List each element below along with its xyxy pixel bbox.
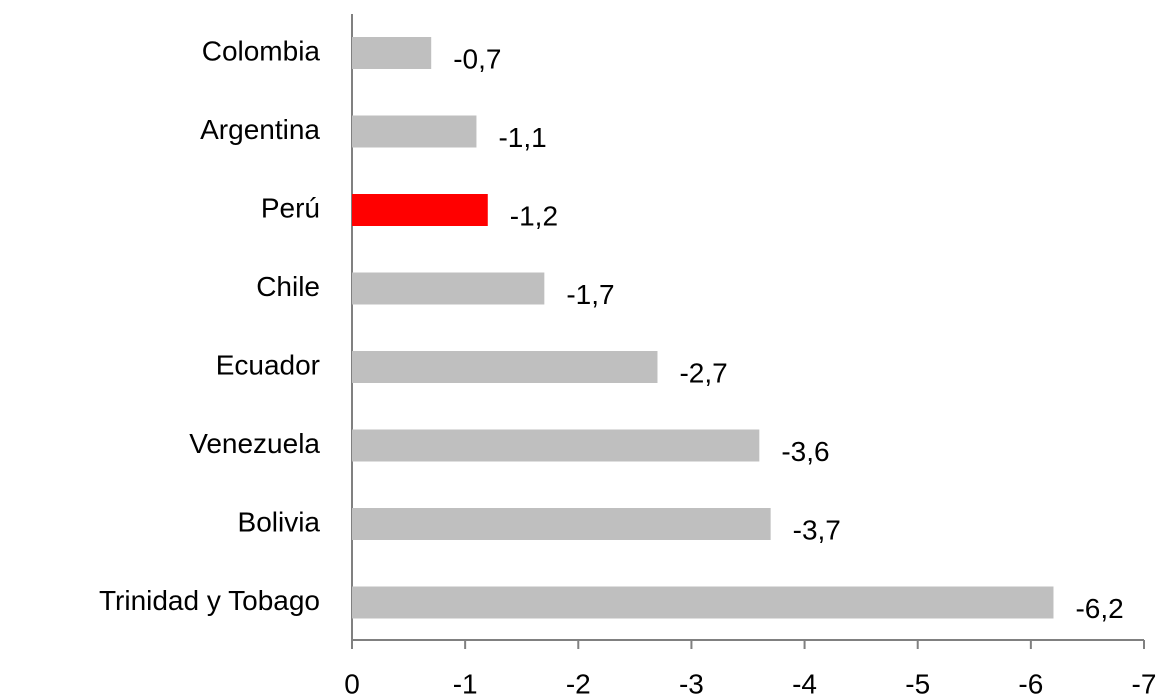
y-tick-label: Ecuador (216, 349, 320, 380)
value-label: -6,2 (1075, 593, 1123, 624)
value-label: -2,7 (679, 357, 727, 388)
x-tick-label: -2 (566, 668, 591, 699)
bar (352, 586, 1054, 619)
value-label: -0,7 (453, 43, 501, 74)
value-label: -1,1 (498, 122, 546, 153)
value-label: -1,7 (566, 279, 614, 310)
y-tick-label: Venezuela (189, 428, 320, 459)
y-tick-label: Chile (256, 271, 320, 302)
y-tick-label: Bolivia (238, 506, 321, 537)
bar (352, 115, 477, 148)
y-tick-label: Trinidad y Tobago (99, 585, 320, 616)
x-tick-label: -5 (905, 668, 930, 699)
y-tick-label: Perú (261, 192, 320, 223)
x-tick-label: 0 (344, 668, 360, 699)
bar (352, 508, 771, 540)
bar (352, 37, 432, 69)
y-tick-label: Argentina (200, 114, 320, 145)
x-tick-label: -6 (1018, 668, 1043, 699)
x-tick-label: -3 (679, 668, 704, 699)
value-label: -3,7 (793, 514, 841, 545)
x-tick-label: -7 (1132, 668, 1157, 699)
x-tick-label: -4 (792, 668, 817, 699)
y-tick-label: Colombia (202, 35, 321, 66)
bar (352, 351, 658, 383)
value-label: -3,6 (781, 436, 829, 467)
value-label: -1,2 (510, 200, 558, 231)
bar (352, 272, 545, 305)
x-tick-label: -1 (453, 668, 478, 699)
bar (352, 429, 760, 462)
bar (352, 194, 488, 226)
